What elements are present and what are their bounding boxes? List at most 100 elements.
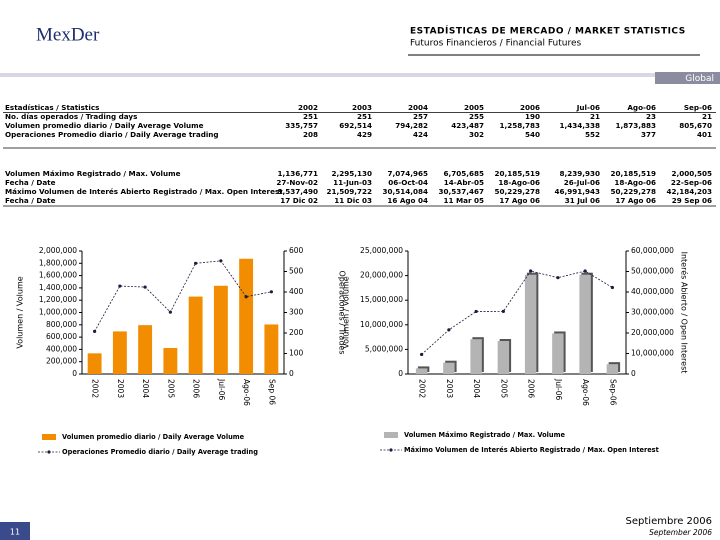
x-tick-label: 2002	[418, 379, 427, 398]
table-cell: 1,136,771	[278, 169, 318, 178]
table-cell: 377	[641, 130, 656, 139]
y-axis-label: Volumen / Volume	[16, 276, 25, 348]
table-cell: 251	[357, 112, 372, 121]
line	[421, 270, 613, 355]
table-cell: 255	[469, 112, 484, 121]
table-cell: 42,184,203	[667, 187, 712, 196]
table-header-cell: 2005	[464, 103, 484, 112]
legend-marker	[389, 448, 393, 452]
marker	[244, 295, 248, 299]
table-cell: 302	[469, 130, 484, 139]
table-cell: 06-Oct-04	[388, 178, 428, 187]
table-cell: 50,229,278	[495, 187, 540, 196]
banner-text: Global	[685, 74, 714, 84]
x-tick-label: 2003	[445, 379, 454, 398]
x-tick-label: Jul-06	[554, 378, 563, 401]
bar	[112, 331, 127, 374]
table-cell: 22-Sep-06	[671, 178, 712, 187]
table-cell: 208	[303, 130, 318, 139]
y2-tick-label: 200	[289, 328, 304, 337]
x-tick-label: Ago-06	[242, 379, 251, 406]
y-tick-label: 0	[72, 369, 77, 378]
y-tick-label: 400,000	[46, 344, 77, 353]
bar	[264, 324, 279, 374]
legend-swatch	[384, 432, 398, 438]
y2-axis-label: Operaciones / Trades	[338, 270, 347, 354]
marker	[583, 269, 587, 273]
y2-tick-label: 300	[289, 308, 304, 317]
bar	[579, 274, 591, 374]
y-tick-label: 800,000	[46, 320, 77, 329]
bar	[239, 258, 254, 374]
table-cell: 540	[525, 130, 540, 139]
table-header-cell: Sep-06	[684, 103, 712, 112]
x-tick-label: 2004	[141, 379, 150, 398]
table-header-cell: Estadísticas / Statistics	[5, 103, 99, 112]
marker	[501, 309, 505, 313]
table-cell: 29 Sep 06	[672, 196, 712, 205]
table-header-cell: 2006	[520, 103, 540, 112]
marker	[219, 259, 223, 263]
y2-tick-label: 20,000,000	[631, 328, 674, 337]
banner-bar	[0, 73, 720, 77]
page-box	[0, 522, 30, 540]
logo: MexDer	[36, 24, 100, 45]
y2-tick-label: 600	[289, 246, 304, 255]
table-cell: 692,514	[339, 121, 372, 130]
line	[94, 260, 272, 332]
table-cell: Operaciones Promedio diario / Daily Aver…	[5, 130, 219, 139]
table-cell: 11 Dic 03	[334, 196, 372, 205]
page-number: 11	[10, 528, 20, 537]
y-tick-label: 1,800,000	[39, 258, 77, 267]
table-cell: 14-Abr-05	[444, 178, 484, 187]
y2-tick-label: 50,000,000	[631, 267, 674, 276]
table-cell: 1,258,783	[500, 121, 540, 130]
marker	[420, 352, 424, 357]
table-cell: 9,537,490	[278, 187, 318, 196]
table-cell: 429	[357, 130, 372, 139]
table-cell: 46,991,943	[555, 187, 600, 196]
y-tick-label: 5,000,000	[365, 344, 403, 353]
x-tick-label: 2003	[116, 379, 125, 398]
legend-label: Volumen Máximo Registrado / Max. Volume	[404, 431, 565, 439]
table-cell: 26-Jul-06	[564, 178, 600, 187]
table-cell: 17 Dic 02	[280, 196, 318, 205]
table-cell: 257	[413, 112, 428, 121]
x-tick-label: Jul-06	[217, 378, 226, 401]
banner	[655, 72, 720, 84]
legend-label: Operaciones Promedio diario / Daily Aver…	[62, 448, 258, 456]
x-tick-label: 2004	[472, 379, 481, 398]
marker	[168, 310, 172, 314]
bar	[470, 339, 482, 374]
table-cell: 8,239,930	[560, 169, 600, 178]
legend-marker	[47, 450, 51, 454]
y2-tick-label: 60,000,000	[631, 246, 674, 255]
table-cell: 424	[413, 130, 428, 139]
bar	[415, 368, 428, 374]
table-cell: 16 Ago 04	[387, 196, 428, 205]
marker	[556, 276, 560, 280]
y2-tick-label: 100	[289, 349, 304, 358]
bar	[606, 364, 619, 374]
table-cell: 794,282	[395, 121, 428, 130]
table-header-cell: Ago-06	[627, 103, 656, 112]
y-tick-label: 600,000	[46, 332, 77, 341]
y2-tick-label: 0	[289, 369, 294, 378]
bar	[524, 274, 537, 374]
legend-swatch	[42, 434, 56, 440]
table-cell: 11 Mar 05	[443, 196, 484, 205]
y-axis-label: Volumen / Volume	[342, 276, 351, 348]
table-cell: 6,705,685	[444, 169, 484, 178]
table-cell: 18-Ago-06	[614, 178, 656, 187]
y-tick-label: 1,200,000	[39, 295, 77, 304]
table-header-cell: 2003	[352, 103, 372, 112]
y2-tick-label: 40,000,000	[631, 287, 674, 296]
table-cell: Volumen Máximo Registrado / Max. Volume	[5, 169, 181, 178]
table-cell: 31 Jul 06	[565, 196, 600, 205]
y-tick-label: 10,000,000	[360, 320, 403, 329]
marker	[610, 285, 614, 290]
y2-tick-label: 500	[289, 267, 304, 276]
x-tick-label: Sep 06	[267, 379, 276, 405]
table-cell: 335,757	[285, 121, 318, 130]
